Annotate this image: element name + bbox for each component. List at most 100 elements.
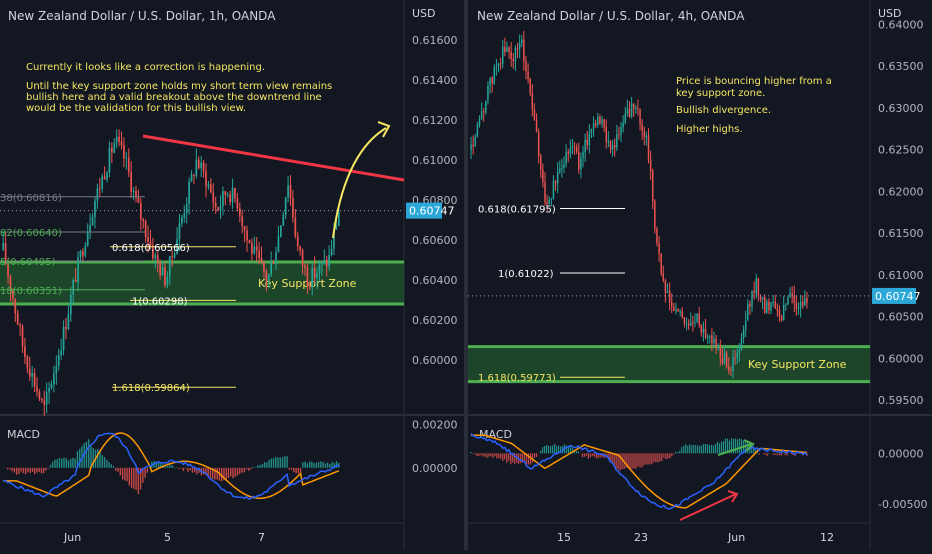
candle-body <box>529 79 531 94</box>
candle-body <box>782 305 785 321</box>
candle-body <box>195 159 198 176</box>
candle-body <box>730 370 732 372</box>
macd-line[interactable] <box>470 433 808 510</box>
candle-body <box>649 159 652 171</box>
candle-body <box>480 111 483 120</box>
candle-body <box>565 152 567 165</box>
price-pane[interactable] <box>0 0 404 415</box>
time-label: 12 <box>820 531 834 544</box>
macd-axis[interactable]: 0.00000 -0.00500 <box>878 447 927 511</box>
divergence-arrow-green[interactable] <box>717 443 753 456</box>
macd-indicator[interactable] <box>470 433 808 510</box>
price-tick: 0.62000 <box>878 185 924 198</box>
candle-body <box>284 197 287 215</box>
candle-body <box>123 145 125 159</box>
projection-arrow[interactable] <box>332 127 387 239</box>
candle-body <box>795 302 798 309</box>
candle-body <box>173 253 176 257</box>
candle-body <box>751 290 753 307</box>
support-zone[interactable]: Key Support Zone <box>0 260 404 306</box>
macd-tick: 0.00000 <box>878 447 924 460</box>
panel-divider[interactable] <box>464 0 468 550</box>
price-tick: 0.63500 <box>878 60 924 73</box>
time-axis[interactable]: Jun 5 7 <box>63 420 266 544</box>
support-zone-fill[interactable] <box>0 262 404 304</box>
macd-tick: 0.00000 <box>412 462 458 475</box>
candle-body <box>554 180 557 184</box>
candle-body <box>323 259 326 263</box>
candle-body <box>33 373 36 387</box>
candle-body <box>647 135 650 160</box>
fib-levels: 38(0.60816) 82(0.60640) 5(0.60495) 18(0.603… <box>0 193 236 394</box>
price-tick: 0.61600 <box>412 34 458 47</box>
chart-title: New Zealand Dollar / U.S. Dollar, 4h, OA… <box>477 9 745 23</box>
fib-label: 38(0.60816) <box>0 193 62 204</box>
time-axis[interactable]: 15 23 Jun 12 <box>557 420 834 544</box>
svg-text:0.60747: 0.60747 <box>409 205 455 218</box>
fib-label: 18(0.60351) <box>0 286 62 297</box>
candle-body <box>804 298 806 306</box>
candle-body <box>632 103 635 109</box>
candle-body <box>188 181 190 205</box>
macd-signal-line[interactable] <box>470 434 808 509</box>
candle-body <box>502 46 504 64</box>
support-zone[interactable]: Key Support Zone <box>468 345 870 384</box>
candle-body <box>573 146 576 148</box>
candle-body <box>311 268 314 288</box>
candle-body <box>209 184 212 193</box>
candle-body <box>700 325 703 333</box>
candle-body <box>799 301 802 308</box>
candle-body <box>753 290 755 294</box>
candle-body <box>36 386 38 392</box>
macd-line[interactable] <box>2 432 340 500</box>
candle-body <box>717 345 719 347</box>
candle-body <box>766 301 768 313</box>
candle-body <box>118 136 120 142</box>
candle-body <box>563 164 565 168</box>
candle-body <box>510 51 512 59</box>
candle-body <box>193 174 195 176</box>
candle-body <box>643 131 646 138</box>
candle-body <box>780 316 783 321</box>
candle-body <box>330 248 333 255</box>
note-line: key support zone. <box>676 88 765 99</box>
price-axis[interactable]: 0.616000.614000.612000.610000.608000.606… <box>412 34 458 367</box>
candle-body <box>263 261 265 272</box>
macd-axis[interactable]: 0.00200 0.00000 <box>412 418 458 474</box>
candle-body <box>94 200 96 217</box>
candle-body <box>166 276 169 286</box>
candle-body <box>255 246 258 251</box>
price-tick: 0.61400 <box>412 74 458 87</box>
candle-body <box>316 273 318 278</box>
svg-text:0.60747: 0.60747 <box>875 290 921 303</box>
candle-body <box>702 328 705 333</box>
candle-body <box>698 314 700 326</box>
macd-signal-line[interactable] <box>3 432 340 500</box>
divergence-arrows[interactable] <box>679 439 755 521</box>
candle-body <box>313 268 316 278</box>
support-zone-fill[interactable] <box>468 346 870 382</box>
candle-body <box>675 309 677 311</box>
candle-body <box>588 133 591 146</box>
candle-body <box>238 208 241 217</box>
candle-body <box>106 172 108 180</box>
time-label: Jun <box>63 531 81 544</box>
candle-body <box>639 109 641 125</box>
price-axis[interactable]: 0.64000 0.63500 0.63000 0.62500 0.62000 0.615… <box>878 19 924 407</box>
candle-body <box>282 214 285 226</box>
candle-body <box>630 103 633 117</box>
candle-body <box>142 219 145 222</box>
macd-indicator[interactable] <box>2 432 340 500</box>
candle-body <box>694 322 696 324</box>
candle-body <box>578 152 580 170</box>
downtrend-line[interactable] <box>142 134 405 182</box>
candle-body <box>778 310 781 317</box>
candle-body <box>679 311 681 313</box>
divergence-arrow-red[interactable] <box>679 493 737 521</box>
candle-body <box>806 298 808 304</box>
candle-body <box>181 217 183 224</box>
note-line: Until the key support zone holds my shor… <box>26 81 332 92</box>
candle-body <box>325 259 328 267</box>
candle-body <box>613 145 616 148</box>
candle-body <box>774 301 776 309</box>
